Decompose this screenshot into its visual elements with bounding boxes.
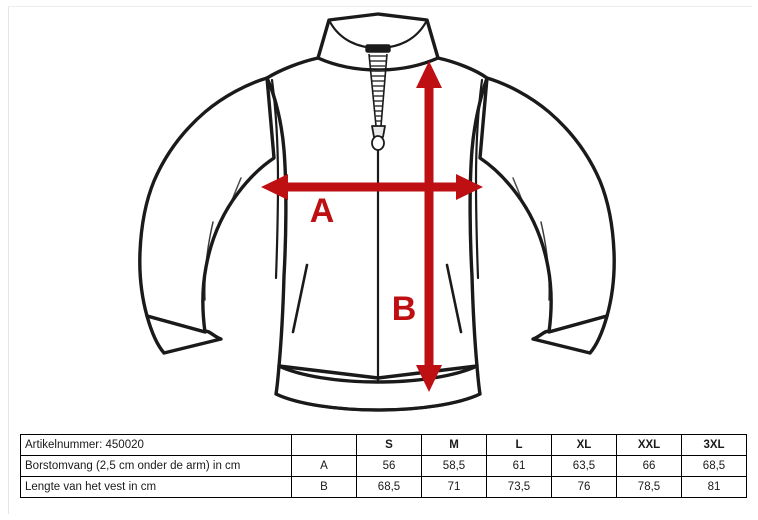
length-row-label: Lengte van het vest in cm <box>20 476 292 498</box>
right-underarm-crease <box>512 177 526 209</box>
right-sleeve-crease <box>540 221 550 301</box>
size-header-xxl: XXL <box>616 434 682 456</box>
size-table-container: Artikelnummer: 450020 S M L XL XXL 3XL B… <box>20 434 747 498</box>
length-value-s: 68,5 <box>356 476 422 498</box>
chest-row-key: A <box>291 455 357 477</box>
chest-row-label: Borstomvang (2,5 cm onder de arm) in cm <box>20 455 292 477</box>
zipper-teeth <box>370 55 386 122</box>
left-pocket-opening <box>291 263 309 334</box>
length-row-key: B <box>291 476 357 498</box>
chest-value-s: 56 <box>356 455 422 477</box>
chest-measure-label: A <box>310 192 335 230</box>
chest-value-3xl: 68,5 <box>681 455 747 477</box>
length-value-l: 73,5 <box>486 476 552 498</box>
collar <box>316 12 440 72</box>
chest-value-m: 58,5 <box>421 455 487 477</box>
hem-bottom-edge <box>274 392 482 412</box>
size-header-m: M <box>421 434 487 456</box>
length-value-3xl: 81 <box>681 476 747 498</box>
zipper-tape-right <box>380 53 388 127</box>
length-value-xl: 76 <box>551 476 617 498</box>
size-header-3xl: 3XL <box>681 434 747 456</box>
left-sleeve-crease <box>204 221 214 301</box>
table-row-length: Lengte van het vest in cm B 68,5 71 73,5… <box>20 476 747 498</box>
table-row-article: Artikelnummer: 450020 S M L XL XXL 3XL <box>20 434 747 456</box>
length-value-xxl: 78,5 <box>616 476 682 498</box>
zipper-pull-tab <box>371 135 385 151</box>
article-key-blank-cell <box>291 434 357 456</box>
zipper-top-stop <box>365 44 391 53</box>
size-header-s: S <box>356 434 422 456</box>
left-cuff <box>145 314 223 355</box>
left-sleeve <box>138 76 276 334</box>
right-pocket-opening <box>445 263 463 334</box>
chest-value-l: 61 <box>486 455 552 477</box>
length-measure-label: B <box>392 290 417 328</box>
size-table: Artikelnummer: 450020 S M L XL XXL 3XL B… <box>20 434 747 498</box>
body-length-arrow <box>416 61 442 392</box>
left-underarm-crease <box>228 177 242 209</box>
table-row-chest: Borstomvang (2,5 cm onder de arm) in cm … <box>20 455 747 477</box>
article-number-label: Artikelnummer: 450020 <box>20 434 292 456</box>
right-cuff <box>531 314 609 355</box>
right-shoulder-seam <box>474 78 484 280</box>
chest-value-xl: 63,5 <box>551 455 617 477</box>
size-header-l: L <box>486 434 552 456</box>
chest-value-xxl: 66 <box>616 455 682 477</box>
right-sleeve <box>478 76 616 334</box>
zipper-tape-left <box>368 53 377 127</box>
jacket-illustration: A B <box>138 12 616 412</box>
size-header-xl: XL <box>551 434 617 456</box>
length-value-m: 71 <box>421 476 487 498</box>
zipper-slider <box>371 125 386 138</box>
